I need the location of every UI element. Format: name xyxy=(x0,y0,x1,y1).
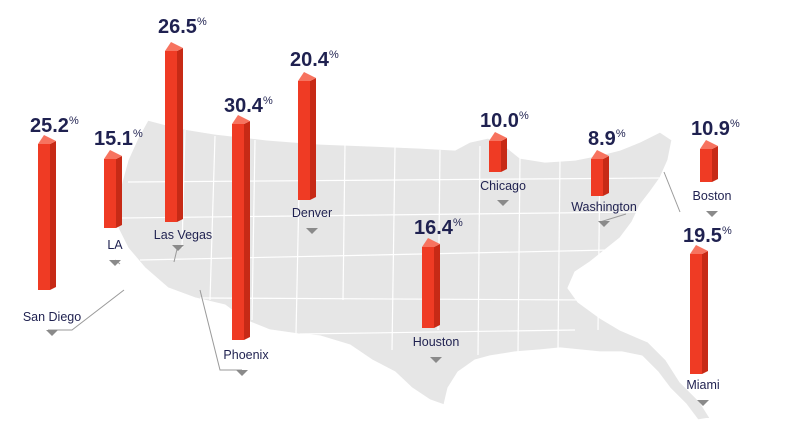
value-number-las-vegas: 26.5 xyxy=(158,16,197,38)
value-number-denver: 20.4 xyxy=(290,49,330,71)
city-label-washington: Washington xyxy=(571,200,637,214)
value-unit-washington: % xyxy=(616,128,626,140)
value-unit-chicago: % xyxy=(519,110,529,122)
bar-top-san-diego xyxy=(38,135,56,144)
bar-side-denver xyxy=(310,78,316,200)
city-label-las-vegas: Las Vegas xyxy=(154,228,212,242)
bar-top-boston xyxy=(700,140,718,149)
value-label-chicago: 10.0% xyxy=(480,110,529,132)
bar-chicago xyxy=(489,132,507,172)
bar-top-la xyxy=(104,150,122,159)
bar-denver xyxy=(298,72,316,200)
city-label-boston: Boston xyxy=(693,189,732,203)
bar-front-las-vegas xyxy=(165,51,177,222)
value-number-miami: 19.5 xyxy=(683,225,722,247)
city-labels: 25.2% San Diego 15.1% LA 26.5% Las Vegas 30.4%… xyxy=(23,16,740,406)
value-label-phoenix: 30.4% xyxy=(224,95,273,117)
bar-side-miami xyxy=(702,251,708,374)
leader-phoenix xyxy=(199,289,242,371)
bar-front-phoenix xyxy=(232,124,244,340)
value-label-las-vegas: 26.5% xyxy=(158,16,207,38)
marker-chicago xyxy=(497,200,509,206)
bar-side-las-vegas xyxy=(177,48,183,222)
bar-miami xyxy=(690,245,708,374)
city-label-houston: Houston xyxy=(413,335,460,349)
bar-side-houston xyxy=(434,244,440,328)
bar-front-miami xyxy=(690,254,702,374)
bar-side-san-diego xyxy=(50,141,56,290)
marker-la xyxy=(109,260,121,266)
value-label-houston: 16.4% xyxy=(414,217,463,239)
value-number-phoenix: 30.4 xyxy=(224,95,264,117)
value-unit-las-vegas: % xyxy=(197,16,207,28)
city-label-la: LA xyxy=(107,238,123,252)
bar-side-washington xyxy=(603,156,609,196)
bar-front-houston xyxy=(422,247,434,328)
bar-front-denver xyxy=(298,81,310,200)
marker-miami xyxy=(697,400,709,406)
city-bars xyxy=(38,42,718,374)
city-label-phoenix: Phoenix xyxy=(223,348,269,362)
bar-san-diego xyxy=(38,135,56,290)
bar-top-chicago xyxy=(489,132,507,141)
value-unit-denver: % xyxy=(329,49,339,61)
city-label-miami: Miami xyxy=(686,378,719,392)
marker-houston xyxy=(430,357,442,363)
value-label-denver: 20.4% xyxy=(290,49,339,71)
bar-front-chicago xyxy=(489,141,501,172)
bar-front-washington xyxy=(591,159,603,196)
value-number-houston: 16.4 xyxy=(414,217,454,239)
bar-front-san-diego xyxy=(38,144,50,290)
bar-front-boston xyxy=(700,149,712,182)
value-label-washington: 8.9% xyxy=(588,128,626,150)
bar-la xyxy=(104,150,122,228)
value-label-san-diego: 25.2% xyxy=(30,115,79,137)
value-unit-miami: % xyxy=(722,225,732,237)
value-number-boston: 10.9 xyxy=(691,118,730,140)
bar-top-las-vegas xyxy=(165,42,183,51)
bar-top-denver xyxy=(298,72,316,81)
marker-san-diego xyxy=(46,330,58,336)
bar-side-la xyxy=(116,156,122,228)
bar-phoenix xyxy=(232,115,250,340)
marker-phoenix xyxy=(236,370,248,376)
value-number-washington: 8.9 xyxy=(588,128,616,150)
bar-houston xyxy=(422,238,440,328)
marker-denver xyxy=(306,228,318,234)
bar-top-miami xyxy=(690,245,708,254)
bar-top-washington xyxy=(591,150,609,159)
bar-top-houston xyxy=(422,238,440,247)
value-number-san-diego: 25.2 xyxy=(30,115,69,137)
marker-las-vegas xyxy=(172,245,184,251)
value-label-la: 15.1% xyxy=(94,128,143,150)
marker-boston xyxy=(706,211,718,217)
bar-side-phoenix xyxy=(244,121,250,340)
value-label-boston: 10.9% xyxy=(691,118,740,140)
value-unit-phoenix: % xyxy=(263,95,273,107)
us-map-silhouette xyxy=(115,119,711,421)
bar-top-phoenix xyxy=(232,115,250,124)
city-label-chicago: Chicago xyxy=(480,179,526,193)
bar-boston xyxy=(700,140,718,182)
city-label-denver: Denver xyxy=(292,206,332,220)
value-unit-houston: % xyxy=(453,217,463,229)
leader-washington xyxy=(599,213,627,223)
value-unit-san-diego: % xyxy=(69,115,79,127)
city-label-san-diego: San Diego xyxy=(23,310,81,324)
bar-front-la xyxy=(104,159,116,228)
bar-las-vegas xyxy=(165,42,183,222)
value-label-miami: 19.5% xyxy=(683,225,732,247)
leader-boston xyxy=(663,171,681,213)
bar-washington xyxy=(591,150,609,196)
bar-side-chicago xyxy=(501,138,507,172)
value-unit-la: % xyxy=(133,128,143,140)
value-number-la: 15.1 xyxy=(94,128,133,150)
value-number-chicago: 10.0 xyxy=(480,110,519,132)
bar-side-boston xyxy=(712,146,718,182)
marker-washington xyxy=(598,221,610,227)
value-unit-boston: % xyxy=(730,118,740,130)
